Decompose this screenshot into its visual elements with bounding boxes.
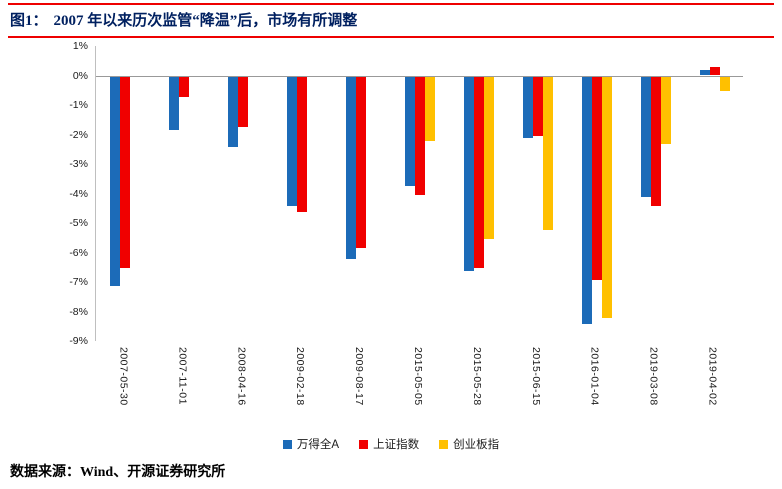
legend-label: 上证指数 [373, 439, 420, 451]
x-axis-category-label: 2008-04-16 [235, 347, 248, 406]
bar [532, 76, 543, 136]
y-axis-tick-label: -2% [69, 128, 88, 141]
x-axis-category-label: 2009-08-17 [353, 347, 366, 406]
bar [591, 76, 602, 281]
figure-label: 图1： [10, 13, 48, 29]
bar-chart: 1% 0% -1% -2% -3% -4% -5% -6% -7% -8% -9% 2007-05-… [0, 36, 782, 460]
legend-item: 创业板指 [439, 436, 499, 452]
x-axis-category-label: 2019-04-02 [706, 347, 719, 406]
bar [719, 76, 730, 92]
bar [699, 69, 710, 76]
x-axis-category-label: 2016-01-04 [588, 347, 601, 406]
y-axis-tick-label: 0% [72, 69, 88, 82]
x-axis-category-label: 2009-02-18 [294, 347, 307, 406]
bar [640, 76, 651, 198]
bar [405, 76, 415, 186]
legend-item: 上证指数 [359, 436, 419, 452]
y-axis-tick-label: -7% [69, 276, 88, 288]
y-axis-tick-label: -4% [69, 187, 88, 200]
bar [120, 76, 131, 269]
x-axis-category-label: 2015-05-28 [470, 347, 483, 406]
bar [238, 76, 249, 127]
source-note: 数据来源：Wind、开源证券研究所 [10, 465, 226, 480]
y-axis-tick-label: 1% [72, 40, 88, 52]
bar [169, 76, 180, 130]
y-axis-tick-label: -1% [69, 99, 88, 111]
bar [542, 76, 553, 230]
bar [660, 76, 671, 145]
bar [425, 76, 435, 142]
x-axis-category-label: 2007-05-30 [117, 347, 130, 406]
bar [601, 76, 612, 319]
bar [297, 76, 308, 213]
x-axis-category-label: 2019-03-08 [647, 347, 660, 406]
bar [179, 76, 190, 98]
plot-area [95, 46, 743, 341]
bar [581, 76, 592, 325]
legend-swatch-icon [282, 439, 292, 449]
x-axis-category-label: 2015-06-15 [529, 347, 542, 406]
bar [346, 76, 357, 260]
y-axis-tick-label: -6% [69, 246, 88, 259]
bar [709, 66, 720, 76]
y-axis-tick-label: -3% [69, 158, 88, 170]
y-axis-tick-label: -5% [69, 217, 88, 229]
legend-label: 万得全A [296, 439, 340, 451]
bar [650, 76, 661, 207]
figure-title-bar: 图1： 2007 年以来历次监管“降温”后，市场有所调整 [8, 3, 774, 38]
bar [228, 76, 239, 148]
bar [287, 76, 298, 207]
bar [473, 76, 484, 269]
bar [463, 76, 474, 272]
legend-item: 万得全A [282, 436, 340, 452]
x-axis-category-label: 2015-05-05 [412, 347, 424, 406]
figure-title: 2007 年以来历次监管“降温”后，市场有所调整 [53, 13, 358, 29]
x-axis-category-label: 2007-11-01 [176, 347, 189, 405]
y-axis-tick-label: -8% [69, 305, 88, 318]
bar [483, 76, 494, 239]
bar [415, 76, 425, 195]
y-axis: 1% 0% -1% -2% -3% -4% -5% -6% -7% -8% -9% [0, 40, 88, 347]
zero-axis-line [96, 75, 743, 77]
bar [356, 76, 367, 248]
legend-label: 创业板指 [453, 439, 500, 451]
legend-swatch-icon [359, 439, 369, 449]
x-axis-labels: 2007-05-30 2007-11-01 2008-04-16 2009-02-18… [95, 345, 743, 437]
bar [522, 76, 533, 139]
legend-swatch-icon [439, 439, 449, 449]
chart-legend: 万得全A 上证指数 创业板指 [0, 436, 782, 452]
y-axis-tick-label: -9% [69, 335, 88, 347]
bar [110, 76, 121, 286]
